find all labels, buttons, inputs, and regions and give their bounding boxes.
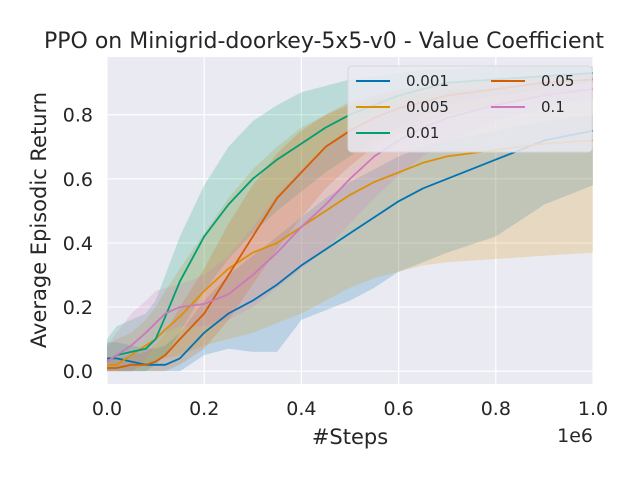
y-tick-labels: 0.0 0.2 0.4 0.6 0.8	[63, 105, 93, 383]
y-tick-label: 0.6	[63, 169, 93, 191]
x-tick-label: 0.0	[92, 398, 122, 420]
band-series-0	[107, 114, 593, 372]
line-series-1	[107, 139, 594, 366]
line-series-0	[107, 129, 594, 366]
y-tick-label: 0.2	[63, 297, 93, 319]
y-tick-label: 0.0	[63, 361, 93, 383]
legend-label-4: 0.1	[541, 98, 565, 116]
x-tick-label: 1.0	[578, 398, 608, 420]
x-tick-label: 0.8	[481, 398, 511, 420]
x-axis-scale-label: 1e6	[557, 425, 593, 447]
x-axis-label: #Steps	[312, 425, 388, 449]
x-tick-label: 0.6	[383, 398, 413, 420]
legend-label-3: 0.05	[541, 72, 574, 90]
chart-title: PPO on Minigrid-doorkey-5x5-v0 - Value C…	[44, 29, 604, 54]
x-tick-labels: 0.0 0.2 0.4 0.6 0.8 1.0	[92, 398, 608, 420]
band-series-3	[107, 73, 593, 372]
legend-label-2: 0.01	[406, 124, 439, 142]
legend-label-0: 0.001	[406, 72, 449, 90]
x-tick-label: 0.2	[189, 398, 219, 420]
y-axis-label: Average Episodic Return	[27, 92, 51, 348]
legend-box	[347, 65, 593, 153]
legend-label-1: 0.005	[406, 98, 449, 116]
legend: 0.001 0.005 0.01 0.05 0.1	[347, 65, 593, 153]
x-tick-label: 0.4	[286, 398, 316, 420]
band-series-1	[107, 89, 593, 372]
y-tick-label: 0.8	[63, 105, 93, 127]
y-tick-label: 0.4	[63, 233, 93, 255]
band-series-4	[107, 79, 593, 372]
